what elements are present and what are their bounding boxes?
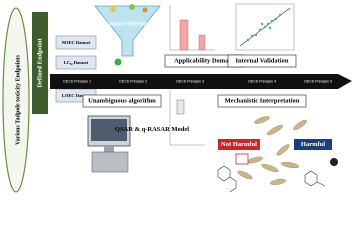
endpoints-label: Various Tadpole toxicity Endpoints [15, 54, 21, 145]
dataset-box [55, 35, 97, 50]
bar [179, 19, 189, 51]
principle-arrow [50, 74, 352, 89]
outcome-box [218, 139, 260, 150]
principles: OECD Principle 1 OECD Principle 2 OECD P… [63, 79, 332, 83]
dataset-box [55, 55, 97, 70]
principle: OECD Principle 4 [248, 79, 276, 83]
principle: OECD Principle 1 [63, 79, 91, 83]
funnel [94, 5, 161, 57]
outcome-box [294, 139, 332, 150]
scatter-plot [235, 3, 295, 51]
feature-dot [142, 7, 148, 13]
algorithm-label: Unambiguous algorithm [88, 97, 156, 104]
model-label: QSAR & q-RASAR Model [115, 126, 189, 133]
dataset-label: LOEC Dataset [62, 93, 91, 98]
icon [330, 158, 338, 166]
feature-dot [129, 4, 135, 10]
dataset-label: NOEC Dataset [62, 40, 91, 45]
label-box [227, 54, 297, 68]
selected-feature [114, 58, 122, 66]
mechanistic-label: Mechanistic Interpretation [225, 97, 300, 104]
applicability-label: Applicability Domain [174, 57, 234, 64]
principle: OECD Principle 3 [176, 79, 204, 83]
bar-plot [169, 5, 215, 51]
icon [235, 153, 249, 165]
datasets: NOEC Dataset LC₅₀ Dataset LOEC Dataset [55, 35, 97, 103]
endpoint-banner [32, 12, 48, 114]
feature-dot [110, 6, 116, 12]
dataset-label: LC₅₀ Dataset [64, 60, 89, 65]
tadpoles [237, 116, 307, 185]
endpoint-oval [2, 7, 30, 193]
graphical-abstract: Various Tadpole toxicity Endpoints Defin… [2, 3, 352, 193]
bar [198, 34, 206, 51]
not-harmful: Not Harmful [221, 141, 257, 148]
feature-selection: Feature Selection [106, 21, 151, 27]
molecules [217, 165, 326, 193]
defined-endpoint: Defined Endpoint [36, 38, 43, 88]
principle: OECD Principle 5 [304, 79, 332, 83]
principle: OECD Principle 2 [119, 79, 147, 83]
computer-icon [87, 115, 131, 173]
model-text: QSAR & q-RASAR Model [115, 126, 189, 133]
bar-plot [169, 90, 205, 146]
label-box [82, 94, 162, 108]
harmful: Harmful [301, 141, 325, 148]
label-box [217, 94, 307, 108]
validation-label: Internal Validation [236, 57, 289, 64]
